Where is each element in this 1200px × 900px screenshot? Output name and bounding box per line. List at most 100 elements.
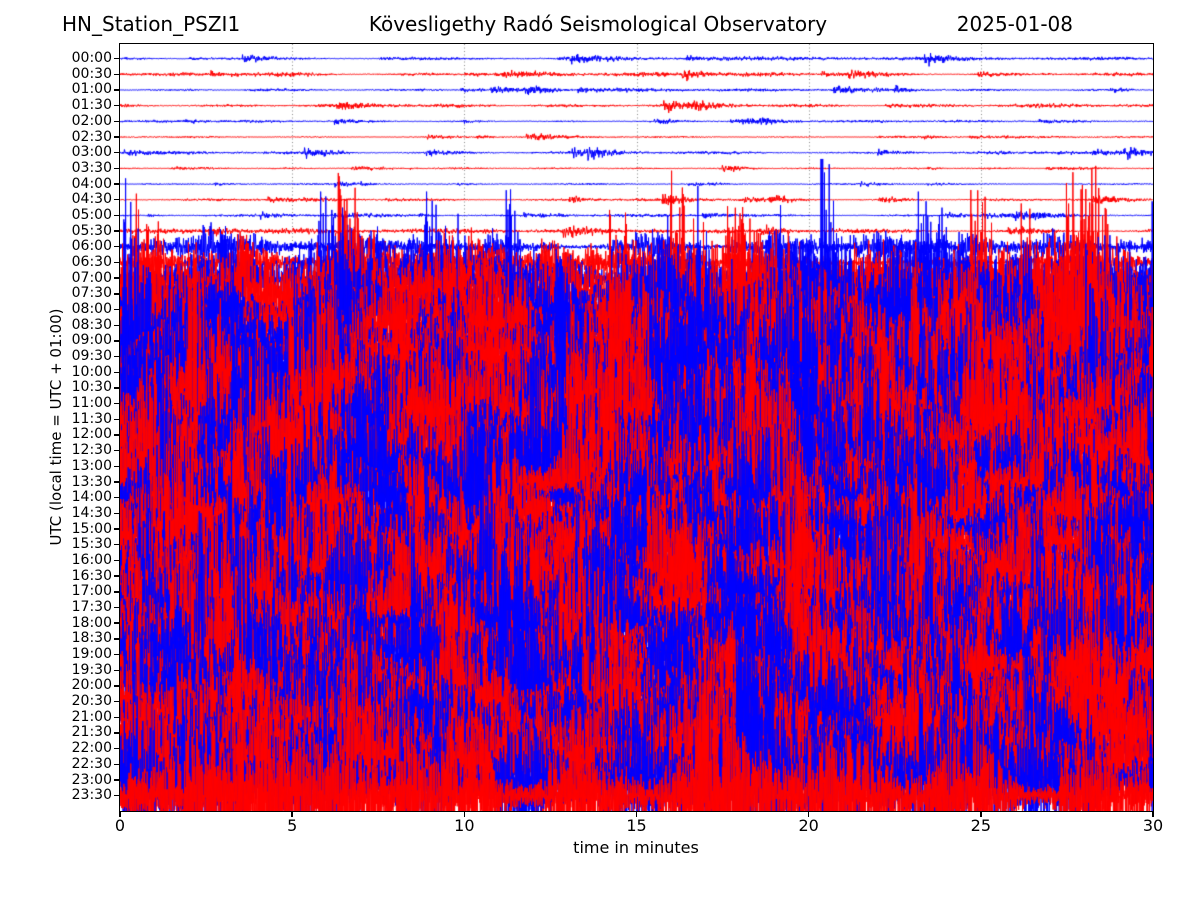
x-axis-title: time in minutes (573, 838, 699, 857)
x-tick-label: 30 (1142, 816, 1164, 835)
y-tick-mark (113, 293, 120, 295)
y-tick-label: 01:30 (71, 97, 112, 114)
x-tick-mark (463, 811, 466, 817)
y-tick-label: 22:00 (71, 740, 112, 757)
y-tick-mark (113, 795, 120, 797)
y-tick-label: 16:30 (71, 567, 112, 584)
x-tick-mark (291, 811, 293, 817)
y-tick-label: 01:00 (71, 81, 112, 98)
y-tick-label: 04:30 (71, 191, 112, 208)
y-tick-label: 07:00 (71, 269, 112, 286)
y-tick-mark (113, 183, 120, 185)
y-tick-mark (113, 246, 120, 248)
y-tick-label: 23:30 (71, 787, 112, 804)
y-tick-label: 17:00 (71, 583, 112, 600)
y-tick-mark (113, 355, 120, 358)
x-tick-mark (807, 811, 810, 817)
y-tick-label: 02:30 (71, 128, 112, 145)
x-tick-label: 25 (970, 816, 992, 835)
y-tick-label: 19:30 (71, 661, 112, 678)
y-tick-label: 21:00 (71, 708, 112, 725)
y-tick-label: 18:00 (71, 614, 112, 631)
y-tick-label: 10:30 (71, 379, 112, 396)
x-tick-label: 15 (626, 816, 647, 835)
y-tick-label: 12:30 (71, 442, 112, 459)
y-tick-label: 21:30 (71, 724, 112, 741)
y-tick-label: 04:00 (71, 175, 112, 192)
y-tick-mark (113, 387, 120, 389)
y-tick-mark (113, 575, 120, 577)
y-tick-mark (113, 324, 120, 326)
y-tick-mark (113, 277, 120, 279)
y-tick-mark (113, 73, 120, 75)
y-tick-label: 16:00 (71, 551, 112, 568)
y-tick-mark (113, 747, 120, 750)
x-tick-mark (119, 811, 121, 817)
y-tick-mark (113, 120, 120, 123)
y-tick-label: 20:00 (71, 677, 112, 694)
x-tick-label: 10 (454, 816, 475, 835)
y-tick-mark (113, 653, 120, 656)
y-tick-label: 11:30 (71, 410, 112, 427)
y-tick-label: 18:30 (71, 630, 112, 647)
y-tick-label: 15:00 (71, 520, 112, 537)
y-tick-label: 03:30 (71, 159, 112, 176)
x-tick-mark (980, 811, 982, 817)
y-tick-mark (113, 465, 120, 468)
y-tick-label: 19:00 (71, 646, 112, 663)
y-tick-mark (113, 559, 120, 562)
y-tick-mark (113, 685, 120, 687)
y-tick-mark (113, 544, 120, 546)
y-tick-label: 06:00 (71, 238, 112, 255)
y-tick-mark (113, 732, 120, 734)
y-tick-label: 20:30 (71, 693, 112, 710)
y-tick-label: 08:00 (71, 301, 112, 318)
y-tick-mark (113, 449, 120, 452)
y-tick-label: 14:30 (71, 504, 112, 521)
y-tick-mark (113, 434, 120, 436)
y-tick-mark (113, 167, 120, 170)
y-tick-mark (113, 308, 120, 311)
y-tick-mark (113, 402, 120, 405)
x-tick-label: 5 (287, 816, 298, 835)
y-tick-mark (113, 763, 120, 766)
y-tick-label: 09:30 (71, 348, 112, 365)
y-tick-label: 14:00 (71, 489, 112, 506)
y-tick-mark (113, 779, 120, 781)
y-tick-mark (113, 512, 120, 515)
y-tick-label: 13:00 (71, 457, 112, 474)
y-tick-label: 03:00 (71, 144, 112, 161)
y-tick-mark (113, 716, 120, 718)
y-tick-mark (113, 622, 120, 624)
y-tick-mark (113, 669, 120, 671)
y-tick-label: 17:30 (71, 599, 112, 615)
y-tick-label: 02:00 (71, 112, 112, 129)
y-tick-label: 22:30 (71, 755, 112, 772)
y-tick-mark (113, 481, 120, 483)
y-tick-label: 07:30 (71, 285, 112, 302)
y-tick-mark (113, 340, 120, 342)
station-title: HN_Station_PSZI1 (62, 12, 241, 36)
y-tick-mark (113, 261, 120, 264)
y-tick-mark (113, 371, 120, 373)
x-tick-label: 20 (798, 816, 819, 835)
y-tick-mark (113, 104, 120, 107)
x-tick-label: 0 (114, 816, 126, 835)
y-tick-mark (113, 638, 120, 640)
y-tick-label: 15:30 (71, 536, 112, 553)
y-tick-mark (113, 528, 120, 530)
plot-frame (119, 43, 1154, 812)
y-tick-mark (113, 151, 120, 154)
y-tick-mark (113, 606, 120, 609)
y-tick-label: 05:30 (71, 222, 112, 239)
date-label: 2025-01-08 (956, 12, 1073, 36)
y-tick-mark (113, 57, 120, 60)
y-tick-label: 06:30 (71, 253, 112, 270)
y-tick-mark (113, 89, 120, 91)
y-tick-mark (113, 199, 120, 201)
y-tick-label: 23:00 (71, 771, 112, 788)
y-tick-label: 13:30 (71, 473, 112, 490)
y-tick-label: 05:00 (71, 206, 112, 223)
y-tick-mark (113, 497, 120, 499)
y-tick-mark (113, 591, 120, 593)
